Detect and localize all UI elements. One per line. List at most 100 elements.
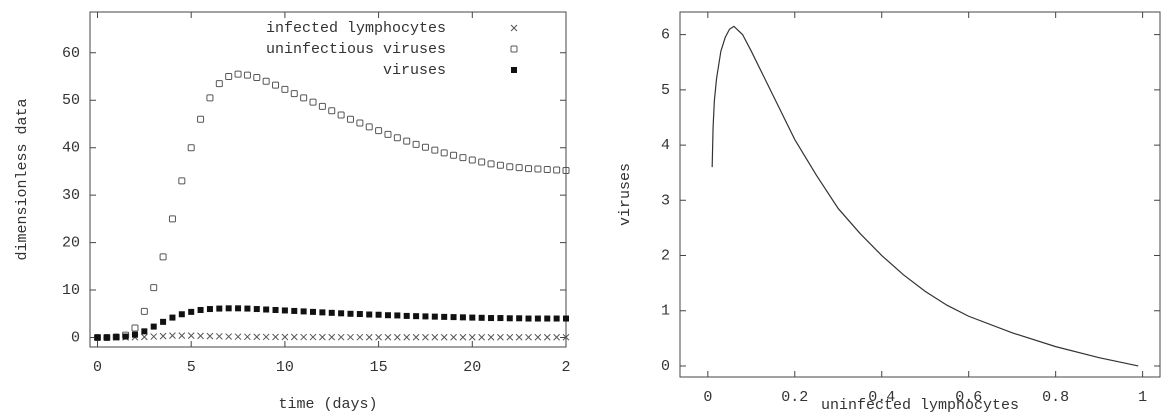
data-point xyxy=(347,310,354,317)
data-point xyxy=(328,107,336,115)
legend-marker xyxy=(511,67,517,73)
data-point xyxy=(543,166,551,174)
data-point xyxy=(103,334,110,341)
x-tick-label: 0.8 xyxy=(1042,389,1069,406)
data-point xyxy=(197,115,205,123)
plot-frame xyxy=(89,11,567,348)
data-point xyxy=(384,333,392,341)
data-point xyxy=(515,164,523,172)
data-point xyxy=(478,314,485,321)
data-point xyxy=(328,309,335,316)
data-point xyxy=(141,328,148,335)
data-point xyxy=(393,134,401,142)
data-point xyxy=(478,158,486,166)
data-point xyxy=(469,314,476,321)
plot-frame xyxy=(679,11,1161,378)
data-point xyxy=(160,318,167,325)
data-point xyxy=(347,333,354,341)
data-point xyxy=(225,73,233,81)
data-point xyxy=(215,80,223,88)
data-point xyxy=(384,312,391,319)
data-point xyxy=(496,161,504,169)
data-point xyxy=(159,253,167,261)
data-point xyxy=(234,333,242,341)
data-point xyxy=(122,333,129,340)
x-tick-label: 20 xyxy=(463,359,481,376)
data-point xyxy=(337,111,345,119)
data-point xyxy=(356,333,364,341)
data-point xyxy=(421,143,429,151)
data-point xyxy=(450,333,457,341)
data-point xyxy=(253,306,260,313)
y-tick-label: 30 xyxy=(62,187,80,204)
data-point xyxy=(553,166,561,174)
data-point xyxy=(422,313,429,320)
data-point xyxy=(525,333,532,341)
data-point xyxy=(450,314,457,321)
data-point xyxy=(168,215,176,223)
legend-marker xyxy=(510,45,518,53)
data-point xyxy=(450,151,458,159)
data-point xyxy=(525,165,533,173)
data-point xyxy=(169,314,176,321)
y-tick-label: 50 xyxy=(62,92,80,109)
data-point xyxy=(244,333,251,341)
data-point xyxy=(300,333,307,341)
data-point xyxy=(187,332,195,339)
y-tick-label: 1 xyxy=(661,303,670,320)
y-tick-label: 2 xyxy=(661,247,670,264)
y-tick-label: 0 xyxy=(71,329,80,346)
data-point xyxy=(403,333,411,341)
data-point xyxy=(544,315,551,322)
data-point xyxy=(384,130,392,138)
data-point xyxy=(459,333,467,341)
data-point xyxy=(365,333,373,341)
data-point xyxy=(131,324,139,332)
data-point xyxy=(375,311,382,318)
data-point xyxy=(253,333,261,341)
data-point xyxy=(338,310,345,317)
data-point xyxy=(356,119,364,127)
data-point xyxy=(328,333,336,341)
x-tick-label: 15 xyxy=(370,359,388,376)
data-point xyxy=(543,333,551,341)
data-point xyxy=(506,315,513,322)
data-point xyxy=(150,333,158,340)
data-point xyxy=(263,306,270,313)
data-point xyxy=(487,160,495,168)
legend-marker xyxy=(510,24,518,32)
data-point xyxy=(216,305,223,312)
data-point xyxy=(468,156,476,164)
data-point xyxy=(459,314,466,321)
data-point xyxy=(497,315,504,322)
data-point xyxy=(413,313,420,320)
data-point xyxy=(187,144,195,152)
y-tick-label: 60 xyxy=(62,45,80,62)
data-point xyxy=(431,313,438,320)
data-point xyxy=(262,77,270,85)
data-point xyxy=(440,333,448,341)
data-point xyxy=(356,311,363,318)
legend-label: viruses xyxy=(383,62,446,79)
data-point xyxy=(244,305,251,312)
data-point xyxy=(262,333,270,341)
data-point xyxy=(309,98,317,106)
data-point xyxy=(506,163,514,171)
data-point xyxy=(140,307,148,315)
data-point xyxy=(563,315,569,322)
data-point xyxy=(403,137,411,145)
y-tick-label: 20 xyxy=(62,235,80,252)
x-tick-label: 0.4 xyxy=(868,389,895,406)
data-point xyxy=(441,313,448,320)
data-point xyxy=(169,332,176,339)
x-tick-label: 0.6 xyxy=(955,389,982,406)
data-point xyxy=(534,165,542,173)
data-point xyxy=(310,308,317,315)
data-point xyxy=(553,333,560,341)
data-point xyxy=(215,332,223,340)
y-tick-label: 3 xyxy=(661,192,670,209)
data-point xyxy=(243,71,251,79)
data-point xyxy=(468,333,476,341)
